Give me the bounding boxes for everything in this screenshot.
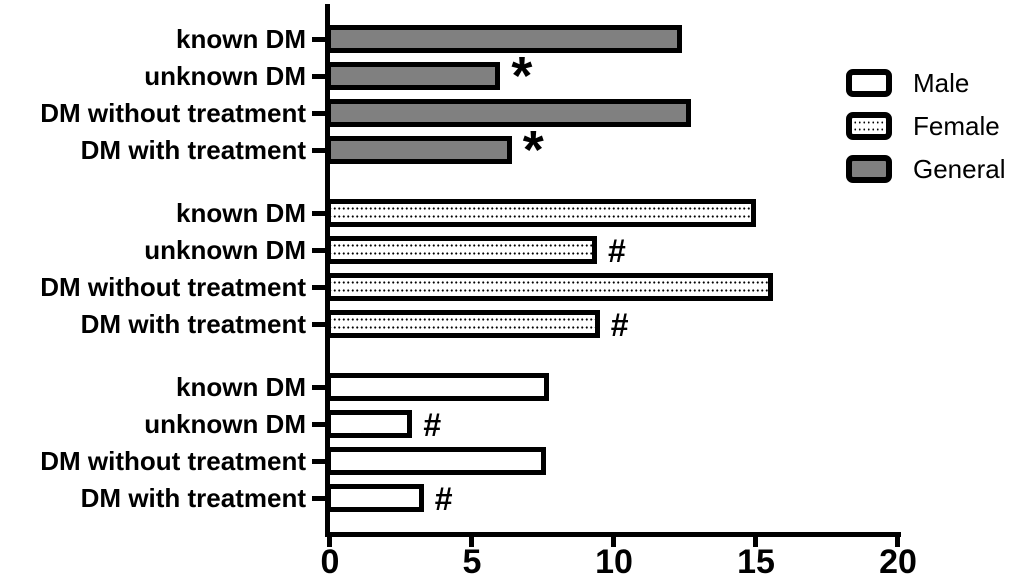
y-axis-tick bbox=[312, 210, 325, 216]
bar-female-dm-without-treatment bbox=[326, 273, 774, 301]
y-axis-tick bbox=[312, 284, 325, 290]
bar-female-dm-with-treatment bbox=[326, 310, 600, 338]
y-axis-tick bbox=[312, 384, 325, 390]
bar-male-dm-with-treatment bbox=[326, 484, 424, 512]
y-axis-line bbox=[325, 4, 330, 537]
x-axis-tick-label: 15 bbox=[737, 543, 775, 577]
y-axis-tick bbox=[312, 495, 325, 501]
category-label-male-dm-without-treatment: DM without treatment bbox=[40, 446, 306, 476]
significance-marker-male-dm-with-treatment: # bbox=[434, 481, 453, 517]
x-axis-tick-label: 20 bbox=[879, 543, 917, 577]
category-label-general-unknown-dm: unknown DM bbox=[144, 61, 306, 91]
bar-general-unknown-dm bbox=[326, 62, 501, 90]
x-axis-tick bbox=[895, 537, 900, 547]
category-label-male-known-dm: known DM bbox=[176, 372, 306, 402]
x-axis-tick-label: 10 bbox=[595, 543, 633, 577]
category-label-female-dm-without-treatment: DM without treatment bbox=[40, 272, 306, 302]
legend-item-general: General bbox=[846, 155, 1006, 183]
significance-marker-male-unknown-dm: # bbox=[423, 407, 442, 443]
category-label-female-unknown-dm: unknown DM bbox=[144, 235, 306, 265]
bar-female-unknown-dm bbox=[326, 236, 597, 264]
bar-general-dm-without-treatment bbox=[326, 99, 691, 127]
bar-male-unknown-dm bbox=[326, 410, 413, 438]
significance-marker-female-unknown-dm: # bbox=[607, 233, 626, 269]
category-label-general-known-dm: known DM bbox=[176, 24, 306, 54]
category-label-female-known-dm: known DM bbox=[176, 198, 306, 228]
x-axis-tick bbox=[469, 537, 474, 547]
significance-marker-general-dm-with-treatment: * bbox=[522, 120, 544, 180]
legend-item-male: Male bbox=[846, 69, 1006, 97]
bar-male-dm-without-treatment bbox=[326, 447, 546, 475]
bar-female-known-dm bbox=[326, 199, 756, 227]
x-axis-tick-label: 5 bbox=[462, 543, 482, 577]
category-label-general-dm-without-treatment: DM without treatment bbox=[40, 98, 306, 128]
category-label-general-dm-with-treatment: DM with treatment bbox=[80, 135, 306, 165]
y-axis-tick bbox=[312, 36, 325, 42]
y-axis-tick bbox=[312, 247, 325, 253]
x-axis-tick-label: 0 bbox=[320, 543, 340, 577]
bar-general-known-dm bbox=[326, 25, 683, 53]
y-axis-tick bbox=[312, 421, 325, 427]
category-label-male-dm-with-treatment: DM with treatment bbox=[80, 483, 306, 513]
legend-item-female: Female bbox=[846, 112, 1006, 140]
x-axis-line bbox=[325, 532, 901, 537]
y-axis-tick bbox=[312, 321, 325, 327]
x-axis-tick bbox=[611, 537, 616, 547]
y-axis-tick bbox=[312, 110, 325, 116]
category-label-male-unknown-dm: unknown DM bbox=[144, 409, 306, 439]
male-bar-swatch-icon bbox=[846, 69, 892, 97]
y-axis-tick bbox=[312, 147, 325, 153]
significance-marker-general-unknown-dm: * bbox=[511, 46, 533, 106]
significance-marker-female-dm-with-treatment: # bbox=[610, 307, 629, 343]
y-axis-tick bbox=[312, 458, 325, 464]
bar-male-known-dm bbox=[326, 373, 549, 401]
legend-label-female: Female bbox=[913, 111, 1000, 141]
female-bar-swatch-icon bbox=[846, 112, 892, 140]
legend: Male Female General bbox=[846, 69, 1006, 183]
general-bar-swatch-icon bbox=[846, 155, 892, 183]
legend-label-general: General bbox=[913, 154, 1006, 184]
y-axis-tick bbox=[312, 73, 325, 79]
x-axis-tick bbox=[753, 537, 758, 547]
x-axis-tick bbox=[327, 537, 332, 547]
bar-general-dm-with-treatment bbox=[326, 136, 512, 164]
category-label-female-dm-with-treatment: DM with treatment bbox=[80, 309, 306, 339]
legend-label-male: Male bbox=[913, 68, 970, 98]
